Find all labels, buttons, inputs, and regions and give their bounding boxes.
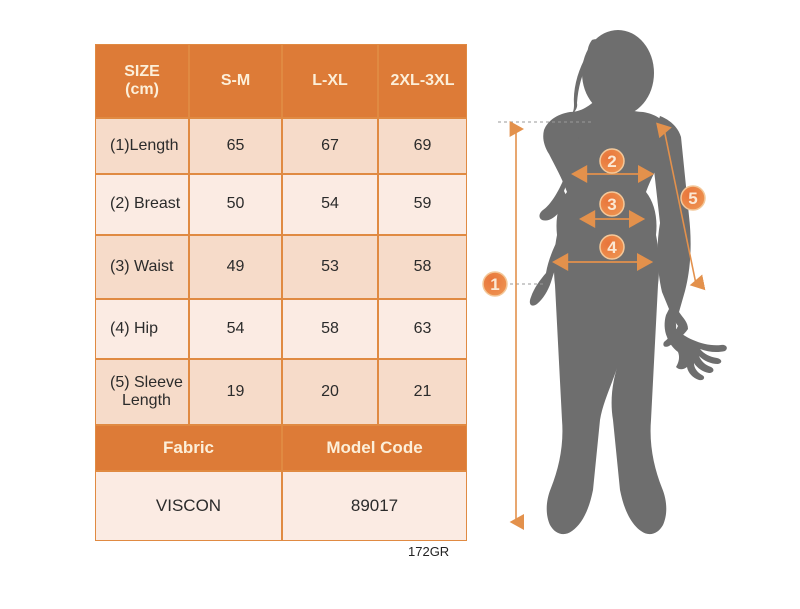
svg-text:1: 1 bbox=[490, 275, 499, 294]
svg-text:3: 3 bbox=[607, 195, 616, 214]
svg-text:2: 2 bbox=[607, 152, 616, 171]
svg-text:4: 4 bbox=[607, 238, 617, 257]
svg-text:5: 5 bbox=[688, 189, 697, 208]
